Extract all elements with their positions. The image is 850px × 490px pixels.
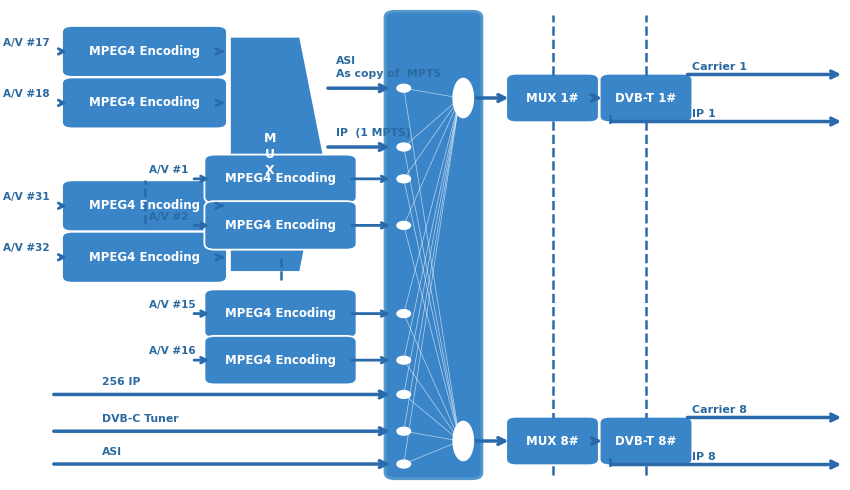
Text: MPEG4 Encoding: MPEG4 Encoding (225, 354, 336, 367)
Text: MUX 8#: MUX 8# (526, 435, 579, 447)
Ellipse shape (453, 421, 473, 461)
Circle shape (397, 143, 411, 151)
Text: MPEG4 Encoding: MPEG4 Encoding (225, 172, 336, 185)
Text: DVB-T 1#: DVB-T 1# (615, 92, 677, 104)
Text: DVB-C Tuner: DVB-C Tuner (102, 414, 178, 424)
Text: ASI: ASI (102, 447, 122, 457)
Text: MUX 1#: MUX 1# (526, 92, 579, 104)
Text: IP 8: IP 8 (692, 452, 716, 462)
Text: DVB-T 8#: DVB-T 8# (615, 435, 677, 447)
FancyBboxPatch shape (204, 289, 356, 338)
Circle shape (397, 391, 411, 398)
FancyBboxPatch shape (506, 74, 598, 122)
Circle shape (397, 356, 411, 364)
FancyBboxPatch shape (385, 11, 482, 479)
Ellipse shape (453, 78, 473, 118)
FancyBboxPatch shape (204, 201, 356, 249)
Text: A/V #32: A/V #32 (3, 244, 49, 253)
Text: MPEG4 Encoding: MPEG4 Encoding (89, 251, 200, 264)
FancyBboxPatch shape (62, 26, 227, 77)
Circle shape (397, 175, 411, 183)
FancyBboxPatch shape (204, 336, 356, 384)
Text: MPEG4 Encoding: MPEG4 Encoding (225, 219, 336, 232)
Text: A/V #18: A/V #18 (3, 89, 49, 99)
Text: MPEG4 Encoding: MPEG4 Encoding (89, 97, 200, 109)
Circle shape (397, 427, 411, 435)
FancyBboxPatch shape (204, 155, 356, 203)
Circle shape (397, 84, 411, 92)
Text: IP 1: IP 1 (692, 109, 716, 119)
Text: MPEG4 Encoding: MPEG4 Encoding (89, 199, 200, 212)
FancyBboxPatch shape (600, 416, 692, 466)
Text: ASI
As copy of  MPTS: ASI As copy of MPTS (336, 56, 441, 79)
Text: MPEG4 Encoding: MPEG4 Encoding (89, 45, 200, 58)
Text: A/V #15: A/V #15 (149, 300, 196, 310)
Text: A/V #31: A/V #31 (3, 192, 49, 202)
Text: MPEG4 Encoding: MPEG4 Encoding (225, 307, 336, 320)
Polygon shape (230, 37, 323, 272)
FancyBboxPatch shape (62, 77, 227, 128)
Text: M
U
X: M U X (264, 132, 276, 177)
FancyBboxPatch shape (62, 232, 227, 283)
FancyBboxPatch shape (600, 74, 692, 122)
Text: A/V #1: A/V #1 (149, 165, 188, 175)
Text: IP  (1 MPTS): IP (1 MPTS) (336, 128, 411, 138)
Text: A/V #17: A/V #17 (3, 38, 49, 48)
Circle shape (397, 460, 411, 468)
Text: A/V #16: A/V #16 (149, 346, 196, 356)
Text: 256 IP: 256 IP (102, 377, 140, 387)
FancyBboxPatch shape (62, 180, 227, 231)
Circle shape (397, 310, 411, 318)
Text: Carrier 1: Carrier 1 (692, 62, 747, 72)
Text: Carrier 8: Carrier 8 (692, 405, 747, 415)
FancyBboxPatch shape (506, 416, 598, 466)
Circle shape (397, 221, 411, 229)
Text: A/V #2: A/V #2 (149, 212, 188, 221)
